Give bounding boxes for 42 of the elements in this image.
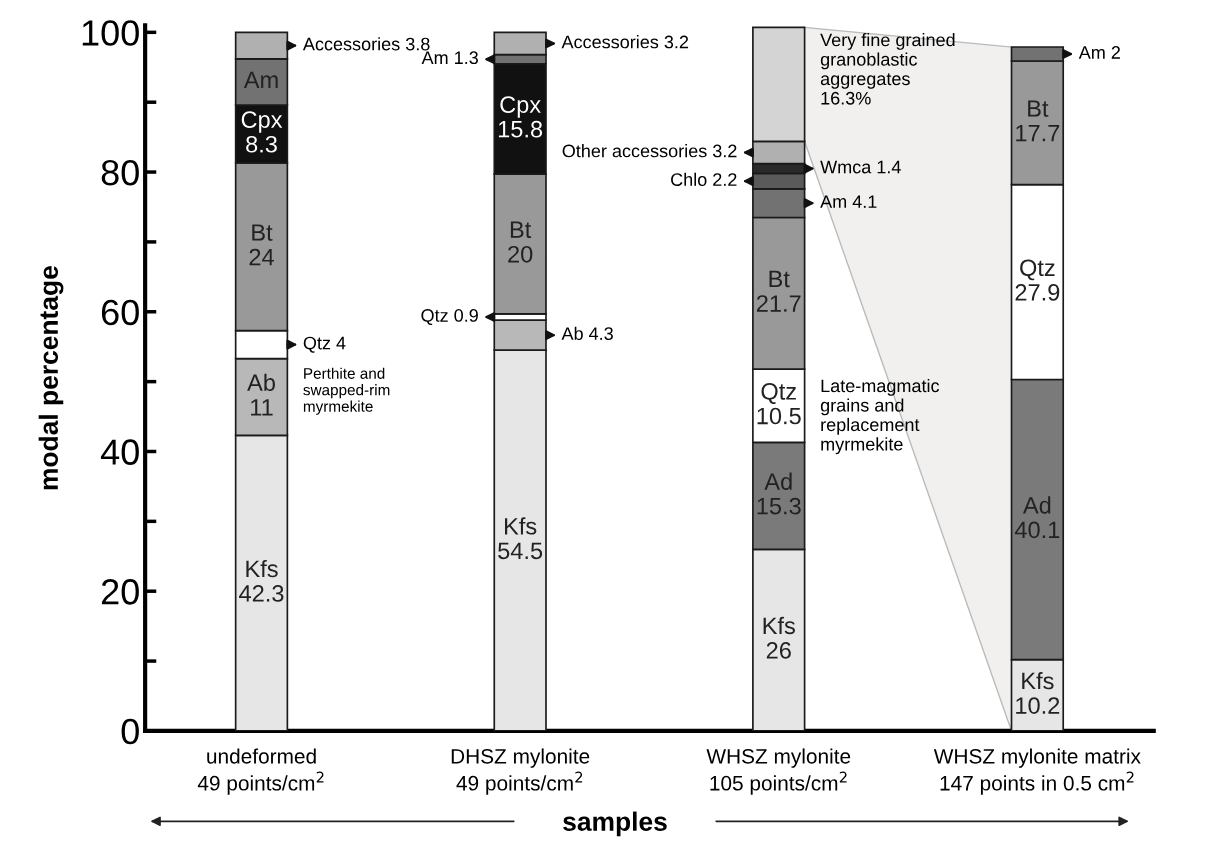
x-tick-label: DHSZ mylonite 49 points/cm$^{2}$ [451,748,590,795]
y-tick-label: 0 [121,718,139,745]
data-label: Other accessories 3.2 [562,144,737,158]
data-label: Kfs 10.2 [1016,672,1060,714]
data-label: Kfs 26 [763,616,795,659]
data-label: Bt 17.7 [1016,100,1060,142]
data-label: Bt 21.7 [756,270,801,312]
data-label: Am 4.1 [820,195,877,208]
data-label: Bt 24 [249,224,274,266]
y-tick-label: 40 [100,439,139,465]
data-label: Chlo 2.2 [671,172,737,186]
data-label: Ab 4.3 [561,326,613,341]
y-tick-label: 60 [101,299,139,326]
y-tick-label: 100 [82,20,139,46]
data-label: Qtz 27.9 [1015,259,1060,301]
data-label: Bt 20 [508,221,533,263]
data-label: Kfs 54.5 [498,517,543,560]
x-tick-label: WHSZ mylonite matrix 147 points in 0.5 cm$^{2}$ [933,748,1141,795]
data-label: Kfs 42.3 [239,559,284,602]
data-label: Cpx 15.8 [498,96,543,138]
data-label: Qtz 0.9 [421,309,478,326]
data-label: Qtz 10.5 [757,383,801,425]
data-label: Ad 40.1 [1014,496,1060,539]
y-axis-title: modal percentage [38,266,64,490]
data-label: Cpx 8.3 [241,111,283,153]
data-label: Am [243,71,278,89]
y-tick-label: 20 [101,579,139,605]
data-label: Am 2 [1078,46,1120,59]
x-tick-label: undeformed 49 points/cm$^{2}$ [197,748,324,795]
data-label: Am 1.3 [421,51,478,65]
annotation: Late-magmatic grains and replacement myrmekite [820,378,940,455]
data-label: Ab 11 [247,373,275,416]
annotation: Perthite and swapped-rim myrmekite [303,367,390,415]
data-label: Accessories 3.8 [302,37,430,51]
data-label: Ad 15.3 [757,472,801,515]
x-axis-title: samples [563,811,667,837]
data-label: Very fine grained granoblastic aggregates 16.3% [820,33,955,105]
data-label: Wmca 1.4 [820,160,901,174]
y-tick-label: 80 [101,159,139,186]
data-label: Qtz 4 [303,336,346,353]
data-label: Accessories 3.2 [561,35,689,49]
x-tick-label: WHSZ mylonite 105 points/cm$^{2}$ [706,748,851,795]
